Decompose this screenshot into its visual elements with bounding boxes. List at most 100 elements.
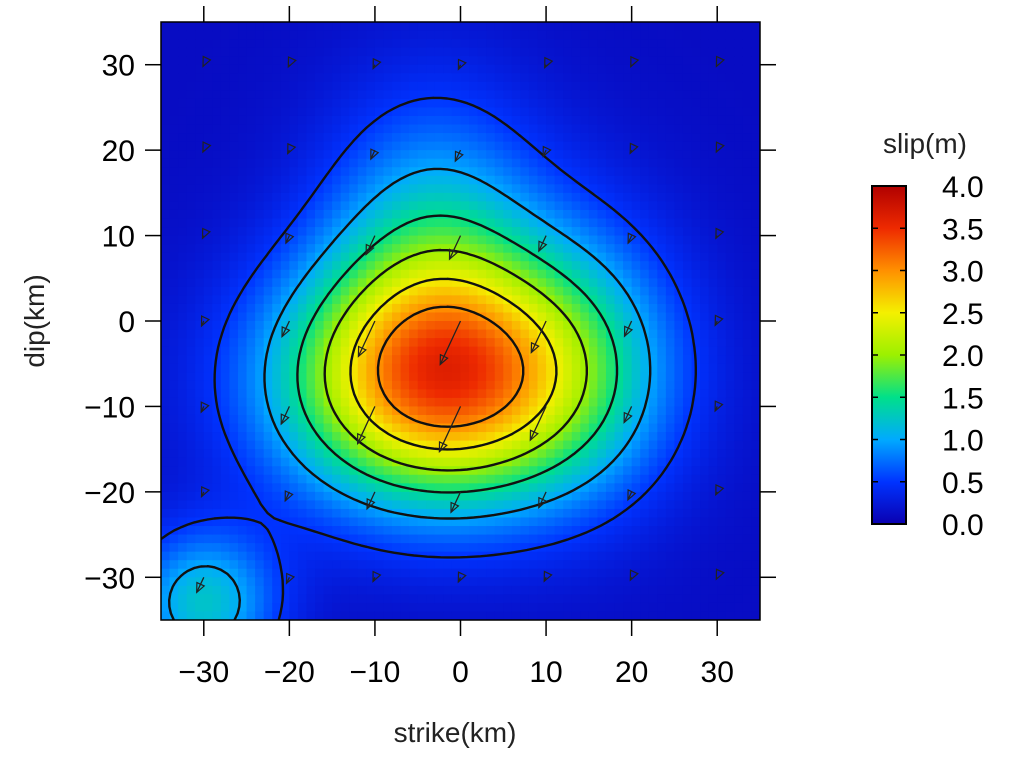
heatmap-cell	[511, 508, 521, 519]
heatmap-cell	[340, 133, 350, 143]
heatmap-cell	[477, 295, 487, 305]
heatmap-cell	[742, 175, 753, 185]
heatmap-cell	[657, 295, 667, 305]
heatmap-cell	[682, 321, 693, 331]
heatmap-cell	[708, 244, 718, 254]
heatmap-cell	[700, 551, 710, 561]
heatmap-cell	[571, 423, 581, 433]
heatmap-cell	[537, 602, 547, 613]
heatmap-cell	[332, 346, 342, 356]
heatmap-cell	[631, 526, 641, 536]
heatmap-cell	[374, 64, 385, 74]
heatmap-cell	[503, 457, 513, 467]
heatmap-cell	[383, 278, 393, 288]
heatmap-cell	[383, 406, 393, 416]
heatmap-cell	[297, 585, 308, 595]
heatmap-cell	[623, 303, 633, 314]
heatmap-cell	[340, 201, 350, 211]
heatmap-cell	[725, 602, 735, 613]
heatmap-cell	[383, 380, 393, 390]
heatmap-cell	[195, 269, 205, 279]
heatmap-cell	[255, 338, 265, 348]
heatmap-cell	[717, 338, 727, 348]
heatmap-cell	[272, 124, 282, 134]
heatmap-cell	[426, 227, 436, 237]
heatmap-cell	[195, 329, 205, 339]
heatmap-cell	[229, 81, 239, 91]
heatmap-cell	[426, 312, 436, 322]
heatmap-cell	[246, 39, 256, 49]
heatmap-cell	[605, 602, 616, 613]
heatmap-cell	[640, 244, 650, 254]
heatmap-cell	[409, 235, 419, 245]
heatmap-cell	[734, 483, 744, 493]
heatmap-cell	[725, 491, 735, 501]
heatmap-cell	[648, 39, 658, 49]
heatmap-cell	[734, 141, 744, 151]
heatmap-cell	[563, 90, 573, 100]
heatmap-cell	[280, 363, 290, 373]
heatmap-cell	[263, 560, 273, 570]
heatmap-cell	[323, 491, 333, 501]
heatmap-cell	[186, 321, 196, 331]
heatmap-cell	[400, 491, 410, 501]
heatmap-cell	[272, 526, 282, 536]
heatmap-cell	[682, 209, 693, 220]
heatmap-cell	[392, 397, 402, 408]
heatmap-cell	[528, 389, 539, 399]
heatmap-cell	[734, 329, 744, 339]
heatmap-cell	[511, 466, 521, 476]
heatmap-cell	[674, 397, 684, 408]
heatmap-cell	[494, 491, 504, 501]
heatmap-cell	[682, 414, 693, 425]
heatmap-cell	[580, 286, 590, 296]
heatmap-cell	[682, 244, 693, 254]
heatmap-cell	[332, 432, 342, 442]
heatmap-cell	[674, 150, 684, 160]
heatmap-cell	[332, 500, 342, 510]
heatmap-cell	[631, 295, 641, 305]
heatmap-cell	[366, 184, 376, 194]
heatmap-cell	[682, 338, 693, 348]
heatmap-cell	[366, 167, 376, 177]
heatmap-cell	[169, 568, 179, 578]
heatmap-cell	[212, 363, 222, 373]
heatmap-cell	[212, 449, 222, 459]
heatmap-cell	[528, 406, 539, 416]
heatmap-cell	[238, 269, 248, 279]
heatmap-cell	[469, 81, 479, 91]
heatmap-cell	[486, 414, 496, 425]
heatmap-cell	[571, 321, 581, 331]
heatmap-cell	[640, 167, 650, 177]
heatmap-cell	[161, 483, 171, 493]
heatmap-cell	[588, 449, 599, 459]
heatmap-cell	[383, 611, 393, 620]
heatmap-cell	[691, 47, 701, 57]
heatmap-cell	[605, 81, 616, 91]
heatmap-cell	[563, 167, 573, 177]
heatmap-cell	[263, 483, 273, 493]
heatmap-cell	[520, 560, 530, 570]
heatmap-cell	[700, 517, 710, 527]
heatmap-cell	[588, 551, 599, 561]
heatmap-cell	[272, 397, 282, 408]
heatmap-cell	[220, 107, 231, 117]
heatmap-cell	[229, 244, 239, 254]
heatmap-cell	[392, 466, 402, 476]
heatmap-cell	[503, 39, 513, 49]
heatmap-cell	[161, 30, 171, 40]
heatmap-cell	[520, 329, 530, 339]
heatmap-cell	[665, 423, 676, 433]
heatmap-cell	[725, 269, 735, 279]
heatmap-cell	[374, 534, 385, 544]
heatmap-cell	[520, 98, 530, 109]
heatmap-cell	[520, 73, 530, 83]
heatmap-cell	[494, 543, 504, 553]
heatmap-cell	[392, 47, 402, 57]
heatmap-cell	[161, 175, 171, 185]
heatmap-cell	[477, 449, 487, 459]
heatmap-cell	[212, 158, 222, 168]
heatmap-cell	[657, 73, 667, 83]
slip-arrow-head	[281, 325, 291, 339]
heatmap-cell	[682, 568, 693, 578]
